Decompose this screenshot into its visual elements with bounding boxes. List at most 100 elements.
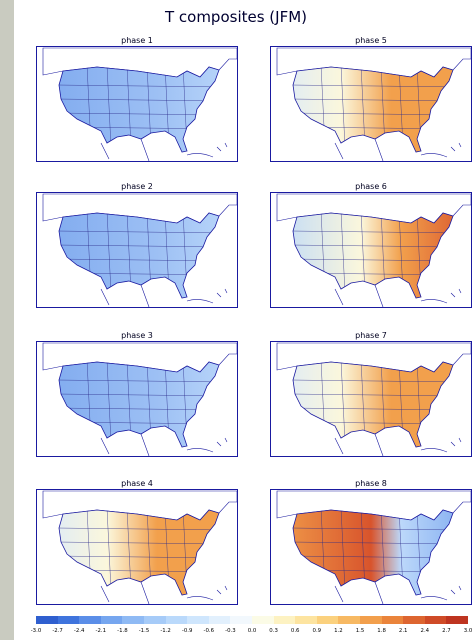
colorbar-tick-label: 0.3: [269, 628, 278, 634]
panel-title: phase 5: [355, 36, 387, 45]
colorbar-swatch: [79, 616, 102, 624]
map-frame: [270, 341, 472, 457]
panel-title: phase 3: [121, 331, 153, 340]
map-frame: [36, 341, 238, 457]
map-panel: phase 6: [270, 182, 472, 308]
colorbar-tick-label: -2.1: [95, 628, 107, 634]
colorbar-tick-label: 3.0: [463, 628, 472, 634]
colorbar-swatch: [208, 616, 231, 624]
map-panel: phase 7: [270, 331, 472, 457]
mexico-outline: [334, 284, 384, 307]
colorbar-tick-label: 2.4: [420, 628, 430, 634]
colorbar-tick-label: 2.1: [398, 628, 408, 634]
panel-title: phase 6: [355, 182, 387, 191]
colorbar-tick-label: 1.8: [377, 628, 386, 634]
panel-title: phase 2: [121, 182, 153, 191]
us-outline: [58, 212, 220, 299]
colorbar-tick-label: 0.0: [247, 628, 257, 634]
colorbar-swatch: [122, 616, 145, 624]
colorbar-swatch: [295, 616, 318, 624]
temperature-anomaly-field: [293, 510, 453, 595]
panel-title: phase 7: [355, 331, 387, 340]
colorbar-tick-label: -3.0: [30, 628, 42, 634]
colorbar-tick-label: -0.3: [225, 628, 236, 634]
colorbar-tick-label: -0.6: [203, 628, 215, 634]
colorbar-swatch: [273, 616, 296, 624]
us-outline: [58, 66, 220, 153]
colorbar-swatch: [360, 616, 383, 624]
colorbar-swatch: [230, 616, 253, 624]
colorbar-tick-label: 0.9: [312, 628, 322, 634]
map-frame: [270, 46, 472, 162]
caribbean-outline: [420, 288, 462, 304]
mexico-outline: [100, 138, 150, 161]
colorbar-swatch: [424, 616, 447, 624]
colorbar-swatch: [446, 616, 469, 624]
temperature-anomaly-field: [59, 510, 219, 595]
map-panel: phase 1: [36, 36, 238, 162]
colorbar-swatch: [252, 616, 275, 624]
panel-title: phase 4: [121, 479, 153, 488]
colorbar-tick-label: 2.7: [442, 628, 451, 634]
temperature-anomaly-field: [59, 362, 219, 447]
colorbar-swatch: [338, 616, 361, 624]
colorbar-swatch: [144, 616, 167, 624]
temperature-anomaly-field: [59, 67, 219, 152]
caribbean-outline: [420, 142, 462, 158]
panel-title: phase 1: [121, 36, 153, 45]
map-frame: [270, 489, 472, 605]
colorbar-swatch: [100, 616, 123, 624]
figure-title: T composites (JFM): [164, 8, 308, 26]
map-panel: phase 2: [36, 182, 238, 308]
colorbar-tick-label: -2.4: [73, 628, 85, 634]
map-frame: [36, 489, 238, 605]
mexico-outline: [100, 284, 150, 307]
us-outline: [292, 361, 454, 448]
mexico-outline: [100, 581, 150, 604]
colorbar-swatch: [165, 616, 188, 624]
map-panel: phase 8: [270, 479, 472, 605]
mexico-outline: [100, 433, 150, 456]
colorbar: [36, 616, 469, 626]
caribbean-outline: [420, 585, 462, 601]
mexico-outline: [334, 138, 384, 161]
panel-title: phase 8: [355, 479, 387, 488]
colorbar-tick-label: 1.2: [334, 628, 343, 634]
colorbar-swatch: [403, 616, 426, 624]
us-outline: [292, 509, 454, 596]
us-outline: [58, 509, 220, 596]
us-outline: [58, 361, 220, 448]
map-frame: [36, 46, 238, 162]
temperature-anomaly-field: [293, 213, 453, 298]
mexico-outline: [334, 433, 384, 456]
map-panel: phase 3: [36, 331, 238, 457]
map-frame: [270, 192, 472, 308]
colorbar-tick-label: -1.5: [138, 628, 150, 634]
colorbar-tick-label: -2.7: [52, 628, 63, 634]
colorbar-tick-label: -1.2: [160, 628, 171, 634]
us-outline: [292, 212, 454, 299]
temperature-anomaly-field: [293, 362, 453, 447]
caribbean-outline: [420, 437, 462, 453]
colorbar-swatch: [57, 616, 80, 624]
map-panel: phase 5: [270, 36, 472, 162]
caribbean-outline: [186, 288, 228, 304]
colorbar-tick-labels: -3.0 -2.7 -2.4 -2.1 -1.8 -1.5 -1.2 -0.9 -0.6 -0.3…: [30, 628, 472, 638]
colorbar-swatch: [381, 616, 404, 624]
temperature-anomaly-field: [293, 67, 453, 152]
temperature-anomaly-field: [59, 213, 219, 298]
colorbar-tick-label: 1.5: [355, 628, 365, 634]
caribbean-outline: [186, 142, 228, 158]
colorbar-tick-label: -1.8: [117, 628, 128, 634]
caribbean-outline: [186, 437, 228, 453]
colorbar-swatch: [187, 616, 210, 624]
colorbar-tick-label: 0.6: [290, 628, 300, 634]
caribbean-outline: [186, 585, 228, 601]
mexico-outline: [334, 581, 384, 604]
colorbar-tick-label: -0.9: [181, 628, 193, 634]
map-panel: phase 4: [36, 479, 238, 605]
colorbar-swatch: [316, 616, 339, 624]
colorbar-swatch: [36, 616, 59, 624]
us-outline: [292, 66, 454, 153]
map-frame: [36, 192, 238, 308]
